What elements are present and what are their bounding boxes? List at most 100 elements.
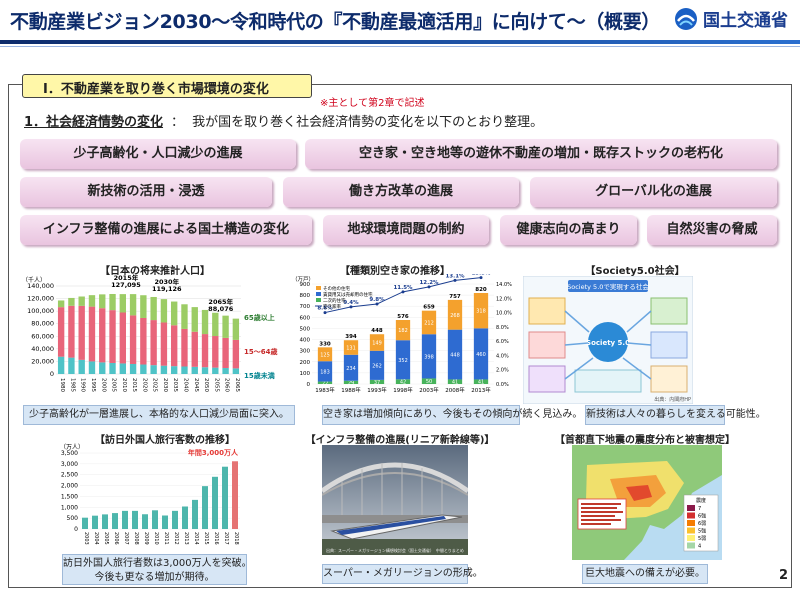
akiya-legend-label: 二次的住宅 xyxy=(323,297,346,304)
y-tick-label: 140,000 xyxy=(27,282,54,290)
intensity-swatch xyxy=(687,512,695,519)
population-bar-segment xyxy=(129,315,137,364)
akiya-segment-label: 318 xyxy=(476,309,486,315)
x-tick-label: 2005 xyxy=(103,532,109,545)
akiya-bar-segment xyxy=(317,347,333,362)
x-tick-label: 2016 xyxy=(213,532,219,545)
population-bar-segment xyxy=(129,294,137,316)
x-tick-label: 2020 xyxy=(141,378,147,392)
title-rule-thin xyxy=(0,46,800,47)
population-bar-segment xyxy=(88,306,96,362)
visitors-bar xyxy=(132,510,138,529)
population-title: 【日本の将来推計人口】 xyxy=(100,266,210,277)
population-bar-segment xyxy=(57,307,65,357)
y-tick-label: 20,000 xyxy=(31,357,54,365)
visitors-bar xyxy=(182,506,188,529)
subheading-colon: ： xyxy=(171,115,185,130)
population-bar-segment xyxy=(57,300,65,308)
y-tick-label: 2,500 xyxy=(61,472,78,479)
akiya-segment-label: 234 xyxy=(346,366,356,372)
trend-pill: 少子高齢化・人口減少の進展 xyxy=(20,139,296,169)
akiya-rate-point xyxy=(323,311,327,315)
x-tick-label: 2030 xyxy=(162,378,168,392)
visitors-bar xyxy=(82,517,88,529)
x-tick-label: 2012 xyxy=(173,532,179,545)
x-tick-label: 2003年 xyxy=(419,386,439,394)
population-bar-segment xyxy=(201,309,209,335)
trend-pill: 働き方改革の進展 xyxy=(283,177,519,207)
y-tick-label: 1,000 xyxy=(61,504,78,511)
akiya-segment-label: 182 xyxy=(398,328,408,334)
population-legend-label: 15～64歳 xyxy=(244,347,277,356)
x-tick-label: 2025 xyxy=(152,378,158,392)
title-bar: 不動産業ビジョン2030～令和時代の『不動産最適活用』に向けて～（概要） 国土交… xyxy=(0,0,800,40)
population-bar-segment xyxy=(160,299,168,323)
akiya-rate-label: 13.5% xyxy=(471,274,491,277)
y-tick-label: 3,000 xyxy=(61,461,78,468)
visitors-bar xyxy=(102,514,108,529)
population-bar-segment xyxy=(191,366,198,374)
population-callout: 2015年 127,095 xyxy=(111,274,141,289)
x-tick-label: 2015 xyxy=(203,532,209,545)
akiya-segment-label: 398 xyxy=(424,354,434,360)
intensity-swatch xyxy=(687,535,695,541)
x-tick-label: 2014 xyxy=(193,532,199,545)
akiya-segment-label: 42 xyxy=(400,380,406,386)
visitors-caption-line: 訪日外国人旅行者数は3,000万人を突破。 xyxy=(63,558,252,569)
population-bar-segment xyxy=(191,331,198,367)
akiya-rate-point xyxy=(479,276,483,280)
intensity-swatch xyxy=(687,527,695,534)
akiya-total-label: 394 xyxy=(345,334,357,340)
population-bar-segment xyxy=(140,295,147,318)
akiya-total-label: 448 xyxy=(371,328,383,334)
population-bar-segment xyxy=(171,366,178,374)
x-tick-label: 1980 xyxy=(59,378,65,392)
x-tick-label: 2065 xyxy=(234,378,240,392)
visitors-bar xyxy=(202,486,208,529)
y2-tick-label: 14.0% xyxy=(496,282,512,288)
title-rule xyxy=(0,40,800,44)
society5-caption: 新技術は人々の暮らしを変える可能性。 xyxy=(585,405,766,425)
population-bar-segment xyxy=(109,362,116,374)
x-tick-label: 2008 xyxy=(133,532,139,545)
akiya-bar-segment xyxy=(317,381,333,384)
y-tick-label: 0 xyxy=(50,370,54,378)
society5-center-label: Society 5.0 xyxy=(586,339,630,347)
trend-pill: グローバル化の進展 xyxy=(530,177,777,207)
intensity-label: 4 xyxy=(698,544,701,550)
population-bar-segment xyxy=(78,296,85,306)
akiya-bar-segment xyxy=(343,340,359,355)
akiya-segment-label: 125 xyxy=(320,352,330,358)
akiya-bar-segment xyxy=(369,334,385,351)
y-tick-label: 3,500 xyxy=(61,450,78,457)
y-tick-label: 120,000 xyxy=(27,295,54,303)
population-bar-segment xyxy=(232,368,240,374)
population-bar-segment xyxy=(99,362,106,374)
y-tick-label: 500 xyxy=(67,515,79,522)
quake-caption: 巨大地震への備えが必要。 xyxy=(582,564,708,584)
y2-tick-label: 4.0% xyxy=(496,353,509,359)
visitors-title: 【訪日外国人旅行客数の推移】 xyxy=(95,435,235,446)
y2-tick-label: 2.0% xyxy=(496,368,509,374)
x-tick-label: 2013 xyxy=(183,532,189,545)
akiya-total-label: 659 xyxy=(423,305,435,311)
akiya-bar-segment xyxy=(447,329,463,380)
akiya-bar-segment xyxy=(395,379,411,384)
y-tick-label: 0 xyxy=(307,382,311,388)
intensity-label: 5弱 xyxy=(698,536,706,542)
society5-inner-title: Society 5.0で実現する社会 xyxy=(567,282,649,291)
trend-pill: 新技術の活用・浸透 xyxy=(20,177,272,207)
y2-tick-label: 6.0% xyxy=(496,339,509,345)
visitors-bar xyxy=(192,499,198,529)
population-bar-segment xyxy=(232,339,240,369)
y-tick-label: 100,000 xyxy=(27,307,54,315)
akiya-segment-label: 149 xyxy=(372,341,382,347)
population-bar-segment xyxy=(160,365,168,374)
y-tick-label: 100 xyxy=(300,371,311,377)
akiya-rate-point xyxy=(427,285,431,289)
society5-scene-icons xyxy=(528,297,688,393)
x-tick-label: 2000 xyxy=(100,378,106,392)
trend-pill: 空き家・空き地等の遊休不動産の増加・既存ストックの老朽化 xyxy=(305,139,777,169)
akiya-bar-segment xyxy=(473,328,489,380)
